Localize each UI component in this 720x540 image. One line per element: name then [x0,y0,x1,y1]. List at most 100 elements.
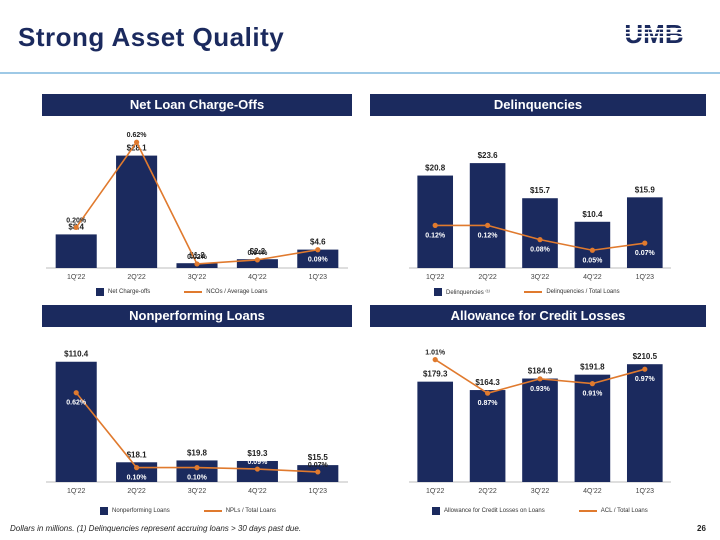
legend-line-label: NCOs / Average Loans [206,289,268,295]
ratio-point [254,257,260,263]
bar-swatch [432,507,440,515]
line-swatch [578,510,597,512]
ncos-chart: $8.41Q'22$28.12Q'22$1.23Q'22$2.24Q'22$4.… [46,132,348,281]
panel-title-npls: Nonperforming Loans [42,305,352,327]
ratio-point [485,390,491,396]
ratio-value-label: 0.87% [478,400,499,407]
bar-value-label: $28.1 [127,144,148,153]
x-tick-label: 1Q'23 [309,274,328,281]
bar-swatch [100,507,108,515]
line-swatch [524,291,543,293]
bar-value-label: $191.8 [580,363,605,372]
legend-line-label: ACL / Total Loans [600,508,648,514]
x-tick-label: 4Q'22 [248,488,267,495]
npls-chart: $110.4 1Q'22 $18.1 2Q'22 $19.8 3Q'22 $19.3 4Q'2… [46,350,348,495]
line-swatch [184,291,203,293]
ratio-value-label: 0.10% [187,475,208,482]
bar [522,198,558,268]
ratio-point [642,240,648,246]
acl-chart: $179.3 1Q'22 $164.3 2Q'22 $184.9 3Q'22 $191.8 4… [409,350,671,495]
delinquencies-chart: $20.8 1Q'22 $23.6 2Q'22 $15.7 3Q'22 $10.4 4Q'22… [409,151,671,281]
x-tick-label: 1Q'22 [426,488,445,495]
bar [55,361,97,482]
delinquencies-legend: Delinquencies ⁽¹⁾ Delinquencies / Total … [434,288,620,296]
ratio-value-label: 0.07% [635,250,656,257]
x-tick-label: 4Q'22 [248,274,267,281]
ratio-value-label: 0.91% [582,391,603,398]
x-tick-label: 4Q'22 [583,274,602,281]
bar-value-label: $23.6 [478,151,499,160]
bar-value-label: $18.1 [127,450,148,459]
legend-bar-label: Net Charge-offs [108,289,151,295]
x-tick-label: 2Q'22 [127,274,146,281]
bar-value-label: $15.5 [308,453,329,462]
x-tick-label: 3Q'22 [531,274,550,281]
ratio-value-label: 0.62% [127,132,148,139]
npls-legend: Nonperforming Loans NPLs / Total Loans [100,507,276,515]
ratio-point [73,224,79,231]
bar-value-label: $4.6 [310,238,326,247]
panel-title-acl: Allowance for Credit Losses [370,305,706,327]
ratio-point [254,466,260,472]
legend-line-label: Delinquencies / Total Loans [546,289,620,295]
bar [116,155,158,268]
bar-value-label: $179.3 [423,370,448,379]
x-tick-label: 3Q'22 [188,488,207,495]
ratio-value-label: 0.08% [530,247,551,254]
ratio-value-label: 0.20% [66,217,87,224]
ratio-value-label: 0.97% [635,376,656,383]
x-tick-label: 1Q'22 [67,488,86,495]
umb-logo: UMB [608,21,700,47]
legend-bar-label: Allowance for Credit Losses on Loans [444,508,545,514]
ratio-line [75,392,318,473]
bar [469,163,506,268]
bar [574,374,611,482]
bar-value-label: $10.4 [582,210,603,219]
ratio-value-label: 0.93% [530,386,551,393]
bar-value-label: $210.5 [633,352,658,361]
ratio-value-label: 0.12% [478,232,499,239]
footnote: Dollars in millions. (1) Delinquencies r… [10,524,302,533]
ratio-value-label: 0.62% [66,400,87,407]
bar-value-label: $184.9 [528,367,553,376]
x-tick-label: 2Q'22 [127,488,146,495]
ratio-value-label: 0.09% [247,459,268,466]
ratio-point [315,247,321,253]
ratio-point [194,261,200,267]
bar [55,234,97,268]
ratio-point [485,222,491,228]
ratio-point [432,222,438,228]
x-tick-label: 4Q'22 [583,488,602,495]
bar [522,378,558,482]
page-number: 26 [697,524,706,533]
legend-bar-label: Nonperforming Loans [112,508,170,514]
bar-swatch [434,288,442,296]
ratio-point [589,381,595,387]
ratio-value-label: 0.10% [127,475,148,482]
x-tick-label: 1Q'23 [636,274,655,281]
panel-title-delinquencies: Delinquencies [370,94,706,116]
bar-value-label: $20.8 [425,164,446,173]
line-swatch [203,510,222,512]
x-tick-label: 2Q'22 [478,274,497,281]
bar [469,390,506,482]
bar-value-label: $164.3 [475,378,500,387]
bar-value-label: $110.4 [64,350,89,359]
bar-value-label: $2.2 [250,247,266,256]
bar [574,221,611,268]
ratio-value-label: 0.12% [425,232,446,239]
ratio-value-label: 0.04% [247,250,268,257]
x-tick-label: 1Q'22 [67,274,86,281]
ratio-value-label: 0.09% [308,257,329,264]
legend-bar-label: Delinquencies ⁽¹⁾ [446,289,491,296]
bar-value-label: $1.2 [189,251,205,260]
ratio-point [73,390,79,396]
ratio-value-label: 0.07% [308,462,329,469]
x-tick-label: 1Q'23 [636,488,655,495]
ratio-point [537,376,543,382]
x-tick-label: 1Q'22 [426,274,445,281]
bar [626,364,663,482]
ratio-point [194,465,200,471]
ratio-value-label: 0.02% [187,254,208,261]
ratio-point [315,469,321,475]
